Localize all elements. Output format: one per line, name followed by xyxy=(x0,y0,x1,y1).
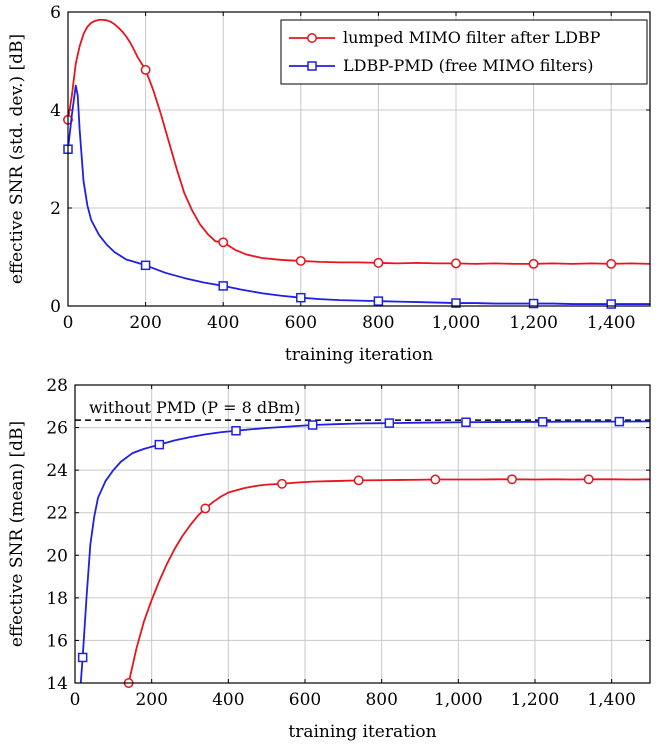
y-tick-label: 0 xyxy=(50,297,61,317)
data-point xyxy=(296,292,306,303)
data-point xyxy=(353,475,364,486)
y-tick-label: 16 xyxy=(46,631,68,651)
series-line xyxy=(79,420,650,683)
legend-box xyxy=(280,19,648,85)
plot-frame xyxy=(74,384,651,684)
x-tick-label: 1,000 xyxy=(432,313,481,333)
x-tick-label: 1,400 xyxy=(587,690,636,710)
y-axis-label: effective SNR (mean) [dB] xyxy=(7,421,27,647)
series-line xyxy=(127,478,650,683)
x-tick-label: 200 xyxy=(135,690,167,710)
data-point xyxy=(295,255,306,266)
data-point xyxy=(528,258,539,269)
y-tick-label: 26 xyxy=(46,419,68,439)
x-tick-label: 1,000 xyxy=(434,690,483,710)
data-point xyxy=(373,296,384,306)
data-point xyxy=(373,257,384,268)
legend-marker xyxy=(307,61,317,71)
data-point xyxy=(307,420,318,430)
data-point xyxy=(154,439,165,450)
legend-entry-label: LDBP-PMD (free MIMO filters) xyxy=(343,56,593,75)
data-point xyxy=(528,298,539,309)
x-axis-label: training iteration xyxy=(285,345,433,365)
y-tick-label: 18 xyxy=(46,589,68,609)
x-axis-label: training iteration xyxy=(288,722,436,742)
x-tick-label: 0 xyxy=(70,690,81,710)
legend-entry-label: lumped MIMO filter after LDBP xyxy=(343,28,601,47)
x-tick-label: 800 xyxy=(365,690,397,710)
y-tick-label: 2 xyxy=(50,199,61,219)
chart-panel-1: 0 200 400 600 800 1,000 1,200 1,400 0 2 4 6 training… xyxy=(7,3,651,365)
y-tick-label: 4 xyxy=(50,101,61,121)
data-point xyxy=(507,474,517,485)
series-markers xyxy=(77,416,625,663)
x-tick-label: 600 xyxy=(289,690,321,710)
x-tick-label: 400 xyxy=(212,690,244,710)
reference-line-label: without PMD (P = 8 dBm) xyxy=(89,398,300,417)
data-point xyxy=(140,260,151,271)
x-tick-label: 0 xyxy=(63,313,74,333)
x-tick-label: 1,200 xyxy=(511,690,560,710)
series-1 xyxy=(68,18,650,265)
x-tick-label: 600 xyxy=(285,313,317,333)
data-point xyxy=(77,652,88,663)
series-markers xyxy=(63,64,617,269)
data-point xyxy=(384,418,395,428)
y-tick-label: 14 xyxy=(46,674,68,694)
y-tick-label: 28 xyxy=(46,376,68,396)
data-point xyxy=(614,416,625,427)
series-1 xyxy=(127,478,650,683)
series-line xyxy=(68,84,650,305)
data-point xyxy=(218,237,229,248)
x-tick-label: 200 xyxy=(129,313,161,333)
series-2 xyxy=(79,420,650,683)
data-point xyxy=(583,474,594,485)
data-point xyxy=(606,299,616,309)
x-tick-label: 1,200 xyxy=(509,313,558,333)
series-markers xyxy=(63,144,616,309)
y-tick-label: 24 xyxy=(46,461,68,481)
legend: lumped MIMO filter after LDBP LDBP-PMD (f… xyxy=(280,19,648,85)
plot-frame xyxy=(67,11,651,307)
series-line xyxy=(68,18,650,265)
data-point xyxy=(451,258,461,269)
data-point xyxy=(430,474,441,485)
series-markers xyxy=(123,474,594,688)
data-point xyxy=(218,281,228,291)
y-axis-label: effective SNR (std. dev.) [dB] xyxy=(7,34,27,284)
data-point xyxy=(231,426,241,436)
x-tick-label: 1,400 xyxy=(587,313,636,333)
data-point xyxy=(537,417,548,427)
x-tick-label: 400 xyxy=(207,313,239,333)
y-tick-label: 6 xyxy=(50,3,61,23)
data-point xyxy=(277,478,287,489)
y-tick-label: 20 xyxy=(46,546,68,566)
series-2 xyxy=(68,84,650,305)
data-point xyxy=(140,64,151,75)
x-tick-label: 800 xyxy=(362,313,394,333)
data-point xyxy=(606,258,617,269)
legend-marker xyxy=(307,33,317,43)
y-tick-label: 22 xyxy=(46,504,68,524)
data-point xyxy=(451,298,461,308)
data-point xyxy=(461,417,471,427)
chart-panel-2: 0 200 400 600 800 1,000 1,200 1,400 14 16 18 20 22 24… xyxy=(7,376,651,742)
data-point xyxy=(200,503,211,514)
